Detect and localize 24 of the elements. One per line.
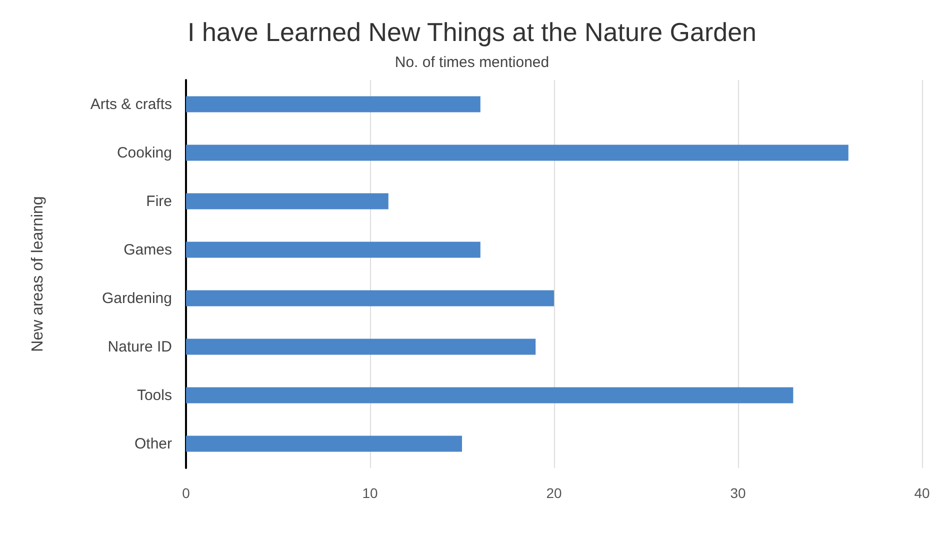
y-tick-label: Fire — [146, 192, 172, 210]
y-tick-label: Arts & crafts — [90, 96, 172, 113]
bar — [186, 144, 848, 161]
bar — [186, 96, 480, 112]
x-tick-label: 20 — [546, 485, 562, 501]
chart-title: I have Learned New Things at the Nature Garden — [188, 17, 756, 47]
bar — [186, 436, 462, 452]
y-tick-label: Other — [134, 435, 172, 452]
x-tick-label: 30 — [730, 485, 746, 501]
x-tick-label: 0 — [182, 485, 190, 501]
y-tick-label: Nature ID — [108, 338, 172, 356]
bar — [186, 242, 480, 258]
x-tick-label: 10 — [362, 485, 378, 501]
bar — [186, 193, 388, 210]
y-axis-title: New areas of learning — [30, 196, 46, 352]
bar — [186, 338, 536, 355]
y-tick-label: Cooking — [116, 144, 172, 162]
bar — [186, 290, 554, 306]
x-axis-title: No. of times mentioned — [394, 54, 550, 71]
x-tick-label: 40 — [914, 485, 930, 501]
y-tick-label: Gardening — [102, 290, 172, 307]
y-tick-label: Tools — [136, 386, 172, 404]
bar — [186, 387, 794, 404]
y-tick-label: Games — [124, 241, 172, 258]
